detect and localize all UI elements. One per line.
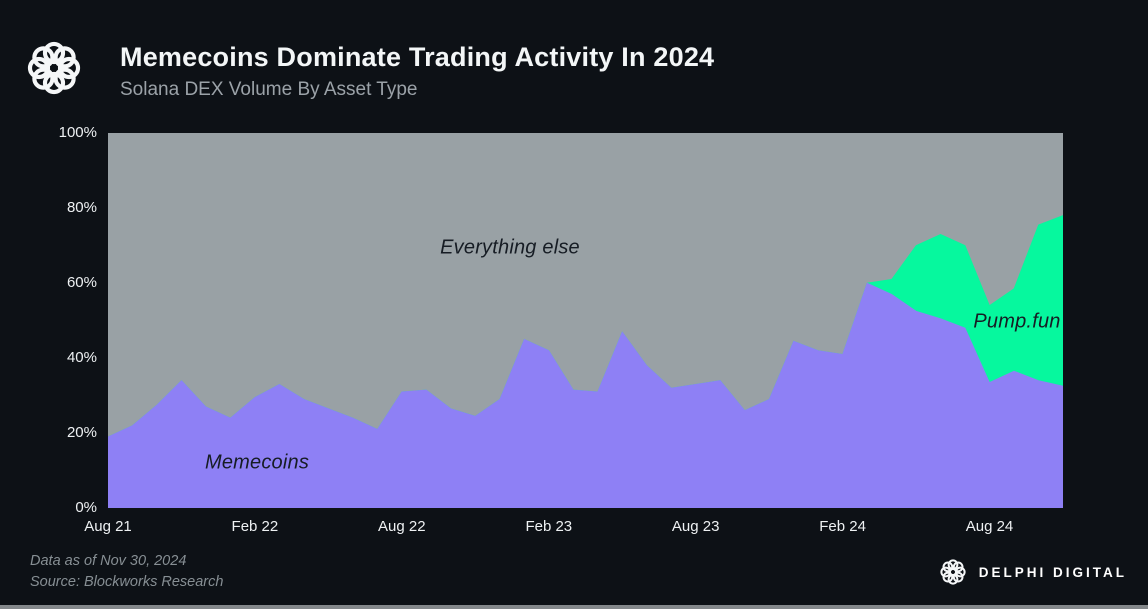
y-tick-label: 40%	[66, 349, 97, 366]
x-tick-label: Aug 21	[84, 518, 132, 535]
stacked-area-chart: 0% 20% 40% 60% 80% 100% Aug 21 Feb 22 Aug 22 Feb …	[59, 124, 1063, 535]
area-memecoins	[108, 282, 1063, 508]
x-tick-label: Aug 23	[671, 518, 720, 535]
x-tick-label: Feb 24	[819, 518, 866, 535]
x-tick-label: Aug 22	[378, 518, 426, 535]
y-tick-label: 80%	[66, 199, 97, 216]
x-tick-label: Feb 22	[231, 518, 279, 535]
data-as-of-note: Data as of Nov 30, 2024	[30, 553, 187, 569]
x-tick-label: Aug 24	[965, 518, 1014, 535]
footer-notes: Data as of Nov 30, 2024 Source: Blockwor…	[30, 551, 223, 593]
y-tick-label: 100%	[58, 124, 97, 141]
brand-name: DELPHI DIGITAL	[978, 564, 1127, 580]
plot-area	[108, 133, 1063, 508]
source-note: Source: Blockworks Research	[30, 574, 224, 590]
y-tick-label: 60%	[66, 274, 97, 291]
series-label-everything-else: Everything else	[440, 236, 580, 259]
y-tick-label: 0%	[75, 499, 97, 516]
bottom-edge-strip	[0, 605, 1148, 609]
x-tick-label: Feb 23	[525, 518, 573, 535]
series-label-memecoins: Memecoins	[204, 451, 310, 474]
series-label-pump-fun: Pump.fun	[973, 310, 1061, 333]
delphi-knot-logo	[23, 36, 85, 100]
delphi-knot-icon	[938, 557, 968, 587]
page-subtitle: Solana DEX Volume By Asset Type	[120, 79, 418, 100]
y-tick-label: 20%	[66, 424, 97, 441]
brand-lockup: DELPHI DIGITAL	[938, 557, 1127, 587]
page-title: Memecoins Dominate Trading Activity In 2…	[120, 42, 715, 72]
